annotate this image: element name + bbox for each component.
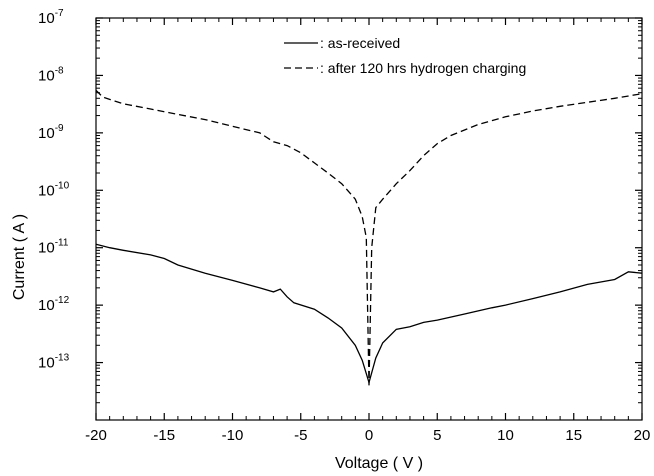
y-tick-base: 10 — [38, 125, 55, 142]
x-axis-title: Voltage ( V ) — [335, 455, 423, 472]
y-tick-exponent: -11 — [55, 238, 69, 249]
plot-frame — [95, 17, 643, 421]
y-tick-exponent: -8 — [55, 65, 64, 76]
y-tick-exponent: -10 — [55, 180, 70, 191]
y-tick-exponent: -9 — [55, 123, 64, 134]
y-tick-label: 10-10 — [38, 180, 70, 199]
legend-label-2: : after 120 hrs hydrogen charging — [320, 60, 526, 76]
x-tick-label: -20 — [85, 427, 107, 444]
x-tick-label: -15 — [153, 427, 175, 444]
series-line-2 — [95, 89, 643, 386]
legend-label-1: : as-received — [320, 35, 400, 51]
axis-layer: -20 -15 -10 -5 0 5 10 15 2010-1310-1210-1110-101… — [38, 8, 650, 444]
y-tick-exponent: -12 — [55, 295, 70, 306]
plot-layer — [95, 89, 643, 386]
x-tick-label: 0 — [365, 427, 373, 444]
y-tick-label: 10-8 — [38, 65, 64, 84]
y-tick-base: 10 — [38, 240, 55, 257]
y-tick-label: 10-13 — [38, 353, 70, 372]
y-tick-base: 10 — [38, 355, 55, 372]
x-tick-label: 15 — [565, 427, 582, 444]
y-tick-base: 10 — [38, 297, 55, 314]
y-tick-exponent: -7 — [55, 8, 64, 19]
y-tick-label: 10-12 — [38, 295, 70, 314]
x-tick-label: -5 — [294, 427, 307, 444]
x-tick-label: 5 — [433, 427, 441, 444]
x-tick-label: 10 — [497, 427, 514, 444]
series-line-1 — [95, 243, 643, 385]
y-tick-exponent: -13 — [55, 353, 70, 364]
legend: : as-received : after 120 hrs hydrogen ch… — [284, 35, 526, 76]
y-tick-base: 10 — [38, 67, 55, 84]
y-tick-base: 10 — [38, 10, 55, 27]
x-tick-label: 20 — [634, 427, 651, 444]
y-tick-label: 10-9 — [38, 123, 64, 142]
y-tick-label: 10-11 — [38, 238, 69, 257]
x-tick-label: -10 — [222, 427, 244, 444]
y-tick-base: 10 — [38, 182, 55, 199]
y-tick-label: 10-7 — [38, 8, 64, 27]
y-axis-title: Current ( A ) — [11, 214, 28, 300]
